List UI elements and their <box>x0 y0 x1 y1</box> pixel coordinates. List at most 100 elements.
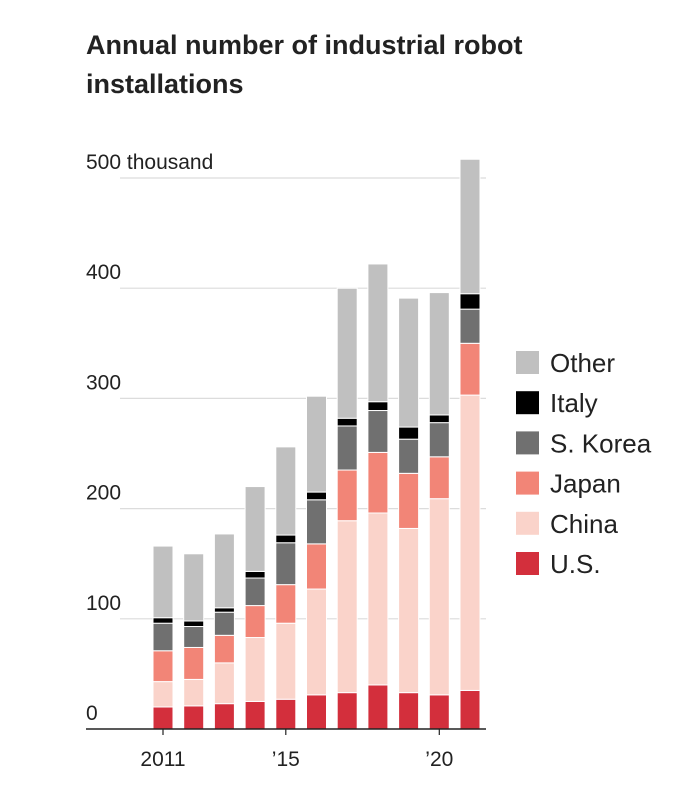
bar-segment <box>183 620 205 628</box>
bar-segment <box>244 577 266 607</box>
stacked-bars <box>152 158 481 730</box>
bar-segment <box>213 533 235 609</box>
y-tick-label: 100 <box>86 592 121 615</box>
legend-swatch <box>516 391 539 415</box>
legend-item: China <box>516 509 618 539</box>
bar-segment <box>244 570 266 579</box>
bar-segment <box>367 512 389 686</box>
bar-stack-2013 <box>213 533 235 730</box>
bar-segment <box>336 425 358 471</box>
bar-segment <box>244 637 266 702</box>
legend-swatch <box>516 471 539 495</box>
bar-segment <box>336 520 358 694</box>
bar-stack-2021 <box>459 158 481 730</box>
legend-label: U.S. <box>550 549 601 579</box>
legend-swatch <box>516 511 539 535</box>
bar-segment <box>213 611 235 636</box>
bar-segment <box>336 469 358 522</box>
bar-segment <box>428 456 450 500</box>
bar-segment <box>306 694 327 730</box>
y-tick-label: 200 <box>86 482 121 505</box>
x-tick-label: ’20 <box>425 748 453 771</box>
legend-item: S. Korea <box>516 428 652 458</box>
bar-segment <box>336 287 358 419</box>
legend-swatch <box>516 431 539 455</box>
bar-segment <box>244 700 266 730</box>
bar-segment <box>336 692 358 730</box>
bar-segment <box>152 622 174 652</box>
chart-title: Annual number of industrial robot instal… <box>86 30 523 99</box>
bar-segment <box>152 545 174 619</box>
bar-stack-2020 <box>428 292 450 730</box>
bar-segment <box>306 395 327 493</box>
bar-segment <box>459 158 481 295</box>
y-tick-label: 0 <box>86 702 98 725</box>
legend-label: Japan <box>550 469 621 499</box>
bar-segment <box>367 263 389 403</box>
bar-stack-2011 <box>152 545 174 730</box>
bar-segment <box>367 451 389 514</box>
legend-item: Japan <box>516 469 621 499</box>
x-tick-label: ’15 <box>272 748 300 771</box>
bar-segment <box>213 662 235 705</box>
bar-segment <box>428 498 450 696</box>
bar-segment <box>275 584 297 624</box>
bar-segment <box>459 308 481 344</box>
bar-segment <box>183 553 205 622</box>
bar-segment <box>275 534 297 544</box>
bar-segment <box>398 692 420 730</box>
bar-segment <box>306 588 327 696</box>
bar-segment <box>152 617 174 624</box>
bar-segment <box>459 293 481 310</box>
legend-label: Other <box>550 348 615 378</box>
bar-segment <box>152 650 174 683</box>
gridlines <box>120 177 486 620</box>
legend-label: China <box>550 509 618 539</box>
bar-stack-2017 <box>336 287 358 730</box>
bar-segment <box>459 342 481 396</box>
bar-segment <box>213 703 235 730</box>
bar-segment <box>183 626 205 648</box>
legend: Other Italy S. Korea Japan China U.S. <box>516 348 652 579</box>
bar-stack-2019 <box>398 297 420 730</box>
bar-segment <box>428 694 450 730</box>
y-axis-labels: 0 100 200 300 400 500 thousand <box>86 151 213 725</box>
bar-segment <box>306 491 327 501</box>
bar-segment <box>398 527 420 694</box>
legend-item: U.S. <box>516 549 601 579</box>
bar-segment <box>152 681 174 708</box>
bar-stack-2014 <box>244 486 266 730</box>
bar-segment <box>428 414 450 424</box>
bar-segment <box>275 698 297 730</box>
bar-segment <box>244 486 266 572</box>
bar-stack-2018 <box>367 263 389 730</box>
bar-segment <box>398 297 420 428</box>
legend-swatch <box>516 351 539 374</box>
bar-stack-2016 <box>306 395 327 730</box>
bar-segment <box>459 689 481 730</box>
bar-segment <box>152 706 174 730</box>
bar-segment <box>367 401 389 412</box>
y-tick-label: 300 <box>86 371 121 394</box>
bar-segment <box>213 634 235 664</box>
bar-segment <box>183 705 205 730</box>
legend-item: Italy <box>516 388 598 418</box>
bar-segment <box>428 422 450 458</box>
x-tick-label: 2011 <box>140 748 185 771</box>
legend-item: Other <box>516 348 615 378</box>
bar-segment <box>367 410 389 453</box>
bar-segment <box>183 646 205 680</box>
bar-segment <box>459 394 481 691</box>
bar-segment <box>398 426 420 440</box>
bar-segment <box>244 605 266 639</box>
y-tick-label: 500 thousand <box>86 151 213 174</box>
bar-stack-2015 <box>275 446 297 730</box>
bar-segment <box>213 607 235 613</box>
y-tick-label: 400 <box>86 261 121 284</box>
bar-segment <box>398 472 420 529</box>
bar-segment <box>183 678 205 707</box>
x-axis-ticks: 2011 ’15 ’20 <box>140 729 453 771</box>
legend-swatch <box>516 552 539 575</box>
bar-segment <box>275 622 297 700</box>
